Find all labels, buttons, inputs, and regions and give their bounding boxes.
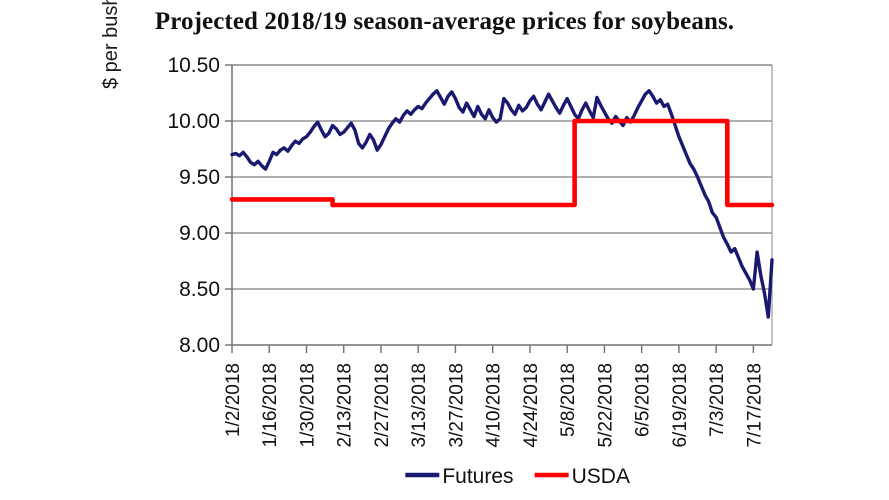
legend-label-usda: USDA [572,465,630,488]
x-tick-label: 1/2/2018 [223,363,244,437]
chart-title: Projected 2018/19 season-average prices … [154,8,735,35]
x-tick-label: 4/24/2018 [521,363,542,448]
y-tick-label: 9.50 [179,166,220,189]
x-tick-label: 2/27/2018 [372,363,393,448]
series-line-futures [230,89,774,319]
chart-legend: Futures USDA [405,465,630,488]
x-tick-label: 5/8/2018 [558,363,579,437]
x-tick-label: 6/19/2018 [670,363,691,448]
y-tick-label: 10.50 [167,54,220,77]
x-tick-label: 1/16/2018 [260,363,281,448]
legend-label-futures: Futures [442,465,513,488]
x-tick-label: 1/30/2018 [297,363,318,448]
y-tick-label: 8.00 [179,334,220,357]
data-series [229,89,775,319]
x-tick-label: 4/10/2018 [484,363,505,448]
x-tick-label: 5/22/2018 [595,363,616,448]
x-tick-label: 3/13/2018 [409,363,430,448]
x-tick-label: 7/17/2018 [744,363,765,448]
x-tick-label: 2/13/2018 [335,363,356,448]
y-axis-ticks: 8.00 8.50 9.00 9.50 10.00 10.50 [167,54,232,357]
x-axis-ticks: 1/2/2018 1/16/2018 1/30/2018 2/13/2018 2/27/… [223,345,765,448]
x-tick-label: 3/27/2018 [446,363,467,448]
x-tick-label: 6/5/2018 [633,363,654,437]
series-line-usda [229,118,775,208]
x-tick-label: 7/3/2018 [707,363,728,437]
y-tick-label: 8.50 [179,278,220,301]
y-tick-label: 10.00 [167,110,220,133]
y-tick-label: 9.00 [179,222,220,245]
